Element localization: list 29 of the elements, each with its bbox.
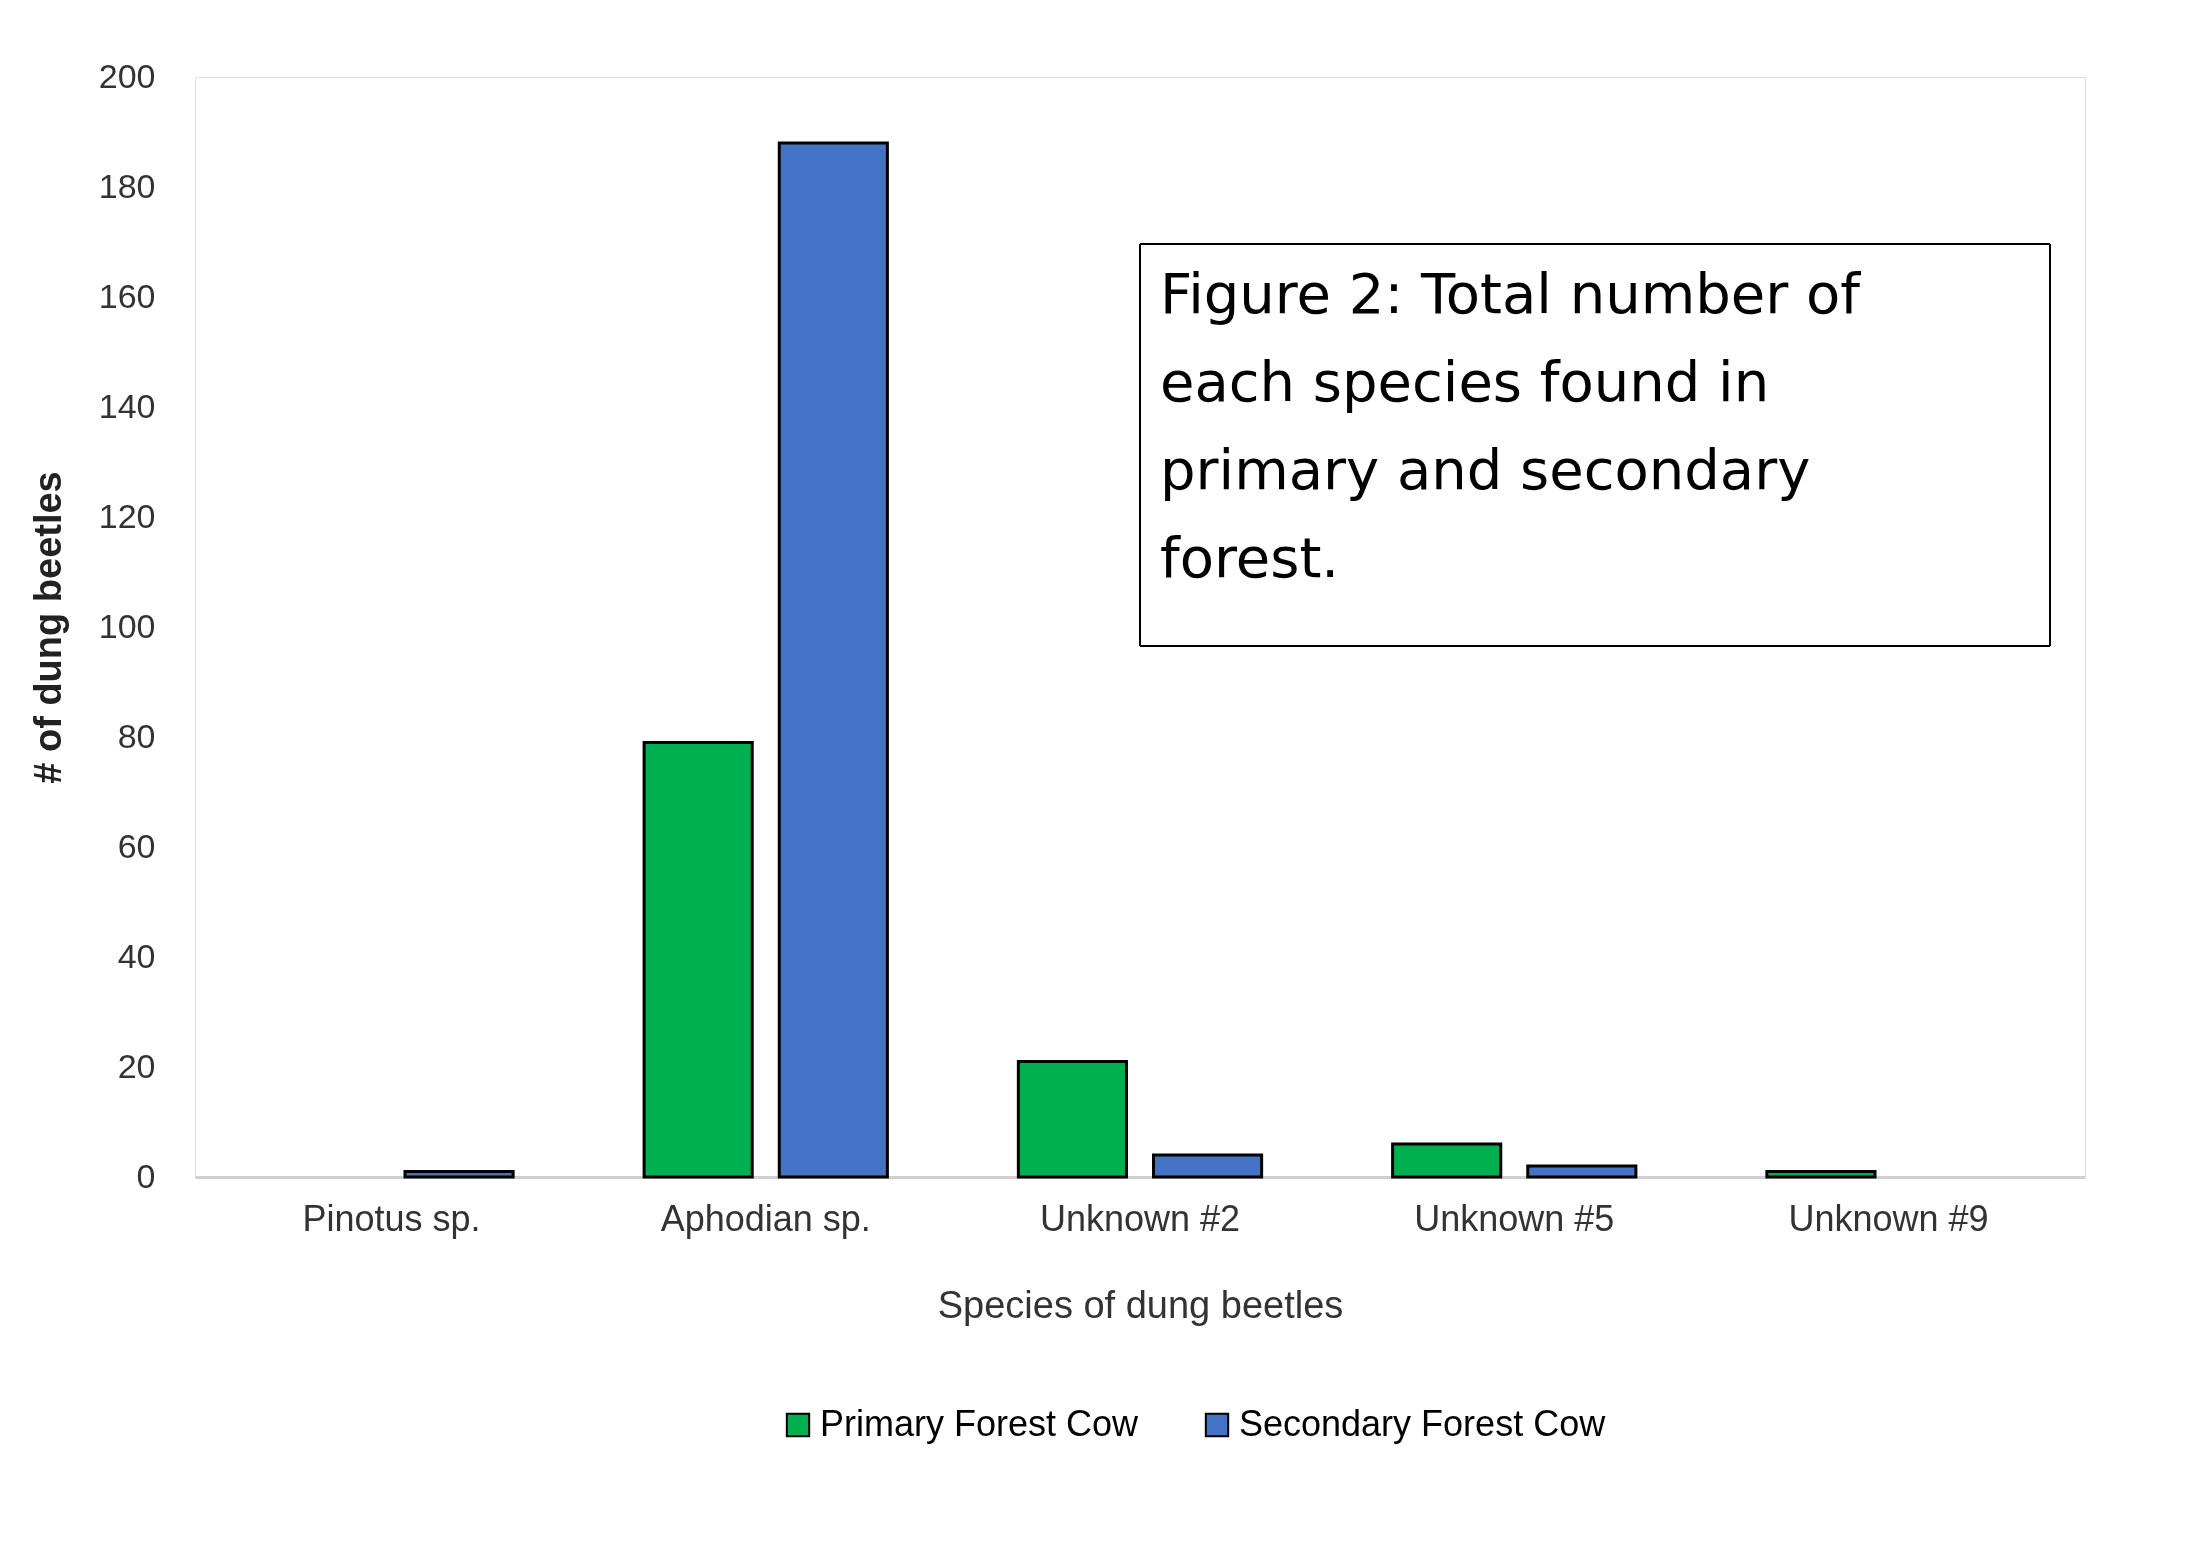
x-tick-label: Aphodian sp.	[660, 1197, 871, 1239]
y-tick-label: 120	[98, 496, 156, 535]
x-tick-label: Unknown #9	[1788, 1197, 1989, 1239]
y-tick-label: 20	[117, 1046, 156, 1085]
y-axis-title: # of dung beetles	[26, 471, 69, 784]
x-tick-label: Unknown #5	[1414, 1197, 1615, 1239]
bar	[1391, 1142, 1503, 1179]
legend-label: Secondary Forest Cow	[1239, 1403, 1607, 1444]
y-tick-label: 160	[98, 276, 156, 315]
bar	[777, 141, 889, 1179]
x-tick-label: Pinotus sp.	[302, 1197, 481, 1239]
bar	[1526, 1164, 1638, 1179]
legend-label: Primary Forest Cow	[820, 1403, 1140, 1444]
y-tick-label: 200	[98, 56, 156, 95]
y-tick-label: 100	[98, 606, 156, 645]
y-tick-label: 0	[136, 1156, 156, 1195]
annotation: Figure 2: Total number of each species found in primary and secondary forest.	[1160, 261, 1862, 590]
bar	[403, 1170, 515, 1179]
x-axis-title: Species of dung beetles	[937, 1283, 1344, 1326]
y-tick-label: 140	[98, 386, 156, 425]
y-tick-label: 80	[117, 716, 156, 755]
bar	[1152, 1153, 1264, 1179]
y-tick-label: 40	[117, 936, 156, 975]
y-tick-label: 60	[117, 826, 156, 865]
x-tick-label: Unknown #2	[1039, 1197, 1241, 1239]
bar	[1016, 1060, 1128, 1179]
bar	[642, 741, 754, 1179]
bar	[1765, 1170, 1877, 1179]
y-tick-label: 180	[98, 166, 156, 205]
